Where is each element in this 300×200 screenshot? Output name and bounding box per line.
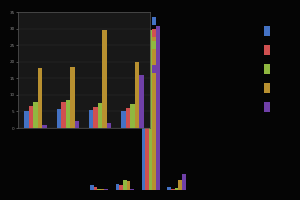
Bar — [171, 189, 175, 190]
Bar — [127, 181, 130, 190]
Bar — [156, 26, 160, 190]
Bar — [130, 189, 134, 190]
Bar — [149, 30, 152, 190]
Bar — [93, 107, 98, 128]
Bar — [66, 100, 70, 128]
Bar — [121, 111, 125, 128]
Bar — [38, 68, 43, 128]
Bar — [134, 62, 139, 128]
Bar — [94, 187, 97, 190]
Bar — [167, 187, 171, 190]
Bar — [61, 102, 66, 128]
Bar — [178, 180, 182, 190]
Bar — [130, 104, 134, 128]
Bar — [24, 111, 29, 128]
Bar — [104, 189, 108, 190]
Bar — [102, 30, 107, 128]
Bar — [43, 125, 47, 128]
Bar — [75, 121, 79, 128]
Bar — [125, 108, 130, 128]
Bar — [101, 189, 104, 190]
Bar — [97, 189, 101, 190]
Bar — [142, 24, 145, 190]
Bar — [29, 106, 34, 128]
Bar — [116, 184, 119, 190]
Bar — [107, 123, 111, 128]
Bar — [182, 174, 185, 190]
Bar — [89, 110, 93, 128]
Bar — [119, 185, 123, 190]
Bar — [70, 67, 75, 128]
Bar — [123, 180, 127, 190]
Bar — [34, 102, 38, 128]
Bar — [145, 23, 149, 190]
Bar — [152, 33, 156, 190]
Bar — [175, 188, 178, 190]
Bar — [57, 109, 61, 128]
Bar — [139, 75, 144, 128]
Bar — [90, 185, 94, 190]
Bar — [98, 103, 102, 128]
